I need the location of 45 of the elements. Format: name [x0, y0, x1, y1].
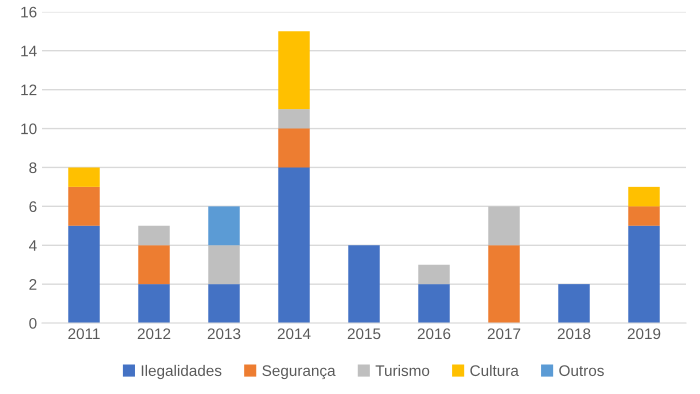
y-tick-label: 10 — [21, 123, 37, 134]
legend-label: Turismo — [376, 364, 430, 376]
bar — [278, 128, 310, 168]
x-tick-label: 2011 — [68, 328, 100, 340]
y-tick-label: 2 — [29, 279, 36, 290]
bar — [68, 167, 100, 187]
bar — [278, 109, 310, 129]
bar — [628, 226, 660, 324]
x-tick-label: 2019 — [628, 328, 660, 340]
bar — [138, 245, 170, 284]
legend-label: Ilegalidades — [142, 364, 222, 380]
x-tick-label: 2013 — [208, 328, 240, 340]
x-tick-label: 2017 — [488, 328, 520, 340]
y-tick-label: 0 — [29, 318, 37, 329]
bar — [418, 284, 450, 324]
y-tick-label: 4 — [28, 240, 37, 251]
legend-label: Outros — [559, 365, 604, 376]
x-tick-label: 2016 — [418, 328, 450, 340]
bar — [348, 245, 380, 324]
bar — [208, 206, 240, 246]
bar — [138, 226, 170, 246]
y-tick-label: 14 — [21, 46, 37, 56]
bar — [488, 206, 520, 246]
bar — [138, 284, 170, 324]
bar — [558, 284, 590, 324]
bar — [68, 186, 100, 226]
bar — [628, 186, 660, 206]
legend-label: Cultura — [470, 364, 519, 376]
bar — [278, 31, 310, 110]
x-tick-label: 2012 — [138, 328, 170, 340]
legend-label: Segurança — [262, 365, 336, 380]
x-tick-label: 2015 — [348, 328, 380, 340]
bar — [208, 284, 240, 324]
x-tick-label: 2014 — [278, 328, 311, 340]
bar — [418, 264, 450, 284]
y-tick-label: 16 — [21, 6, 36, 18]
bar — [278, 167, 310, 324]
y-tick-label: 6 — [29, 201, 36, 212]
bar — [68, 226, 100, 324]
bar — [488, 245, 520, 324]
bar — [208, 245, 240, 284]
x-tick-label: 2018 — [558, 328, 590, 340]
y-tick-label: 12 — [21, 84, 36, 96]
bar — [628, 206, 660, 226]
y-tick-label: 8 — [29, 162, 36, 174]
